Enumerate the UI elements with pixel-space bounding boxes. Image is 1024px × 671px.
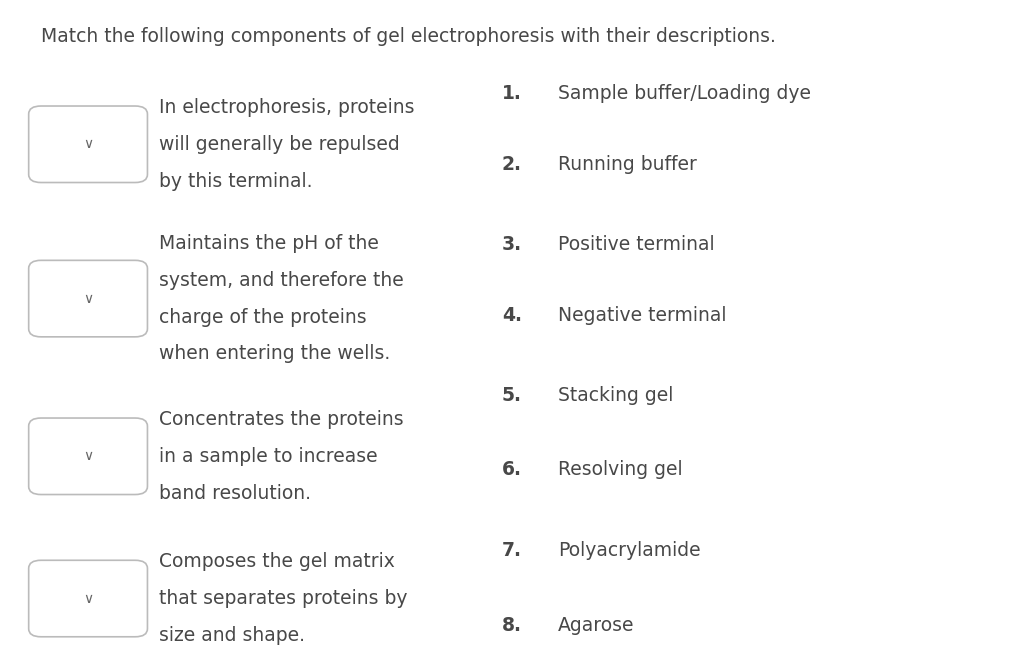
Text: 3.: 3.	[502, 236, 522, 254]
Text: band resolution.: band resolution.	[159, 484, 310, 503]
Text: system, and therefore the: system, and therefore the	[159, 270, 403, 290]
Text: Resolving gel: Resolving gel	[558, 460, 683, 479]
Text: will generally be repulsed: will generally be repulsed	[159, 135, 399, 154]
FancyBboxPatch shape	[29, 260, 147, 337]
Text: 5.: 5.	[502, 386, 522, 405]
Text: Agarose: Agarose	[558, 616, 635, 635]
Text: Maintains the pH of the: Maintains the pH of the	[159, 234, 379, 253]
Text: in a sample to increase: in a sample to increase	[159, 447, 378, 466]
Text: charge of the proteins: charge of the proteins	[159, 307, 367, 327]
Text: by this terminal.: by this terminal.	[159, 172, 312, 191]
Text: ∨: ∨	[83, 292, 93, 305]
Text: when entering the wells.: when entering the wells.	[159, 344, 390, 364]
Text: Positive terminal: Positive terminal	[558, 236, 715, 254]
Text: Negative terminal: Negative terminal	[558, 306, 727, 325]
Text: ∨: ∨	[83, 450, 93, 463]
Text: Polyacrylamide: Polyacrylamide	[558, 541, 700, 560]
Text: 6.: 6.	[502, 460, 522, 479]
Text: In electrophoresis, proteins: In electrophoresis, proteins	[159, 98, 415, 117]
Text: 4.: 4.	[502, 306, 522, 325]
Text: Concentrates the proteins: Concentrates the proteins	[159, 410, 403, 429]
Text: ∨: ∨	[83, 138, 93, 151]
FancyBboxPatch shape	[29, 418, 147, 495]
Text: Sample buffer/Loading dye: Sample buffer/Loading dye	[558, 85, 811, 103]
FancyBboxPatch shape	[29, 106, 147, 183]
Text: 1.: 1.	[502, 85, 521, 103]
Text: 8.: 8.	[502, 616, 522, 635]
Text: Running buffer: Running buffer	[558, 155, 697, 174]
Text: Stacking gel: Stacking gel	[558, 386, 674, 405]
Text: Composes the gel matrix: Composes the gel matrix	[159, 552, 394, 571]
Text: 2.: 2.	[502, 155, 522, 174]
Text: 7.: 7.	[502, 541, 522, 560]
Text: ∨: ∨	[83, 592, 93, 605]
Text: Match the following components of gel electrophoresis with their descriptions.: Match the following components of gel el…	[41, 27, 776, 46]
FancyBboxPatch shape	[29, 560, 147, 637]
Text: that separates proteins by: that separates proteins by	[159, 589, 408, 608]
Text: size and shape.: size and shape.	[159, 626, 305, 645]
